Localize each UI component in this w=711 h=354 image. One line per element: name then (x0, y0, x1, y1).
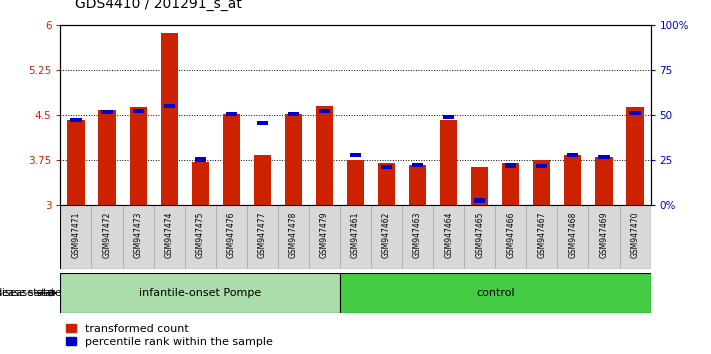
Bar (129, 107, 146, 205)
Bar (474, 198, 486, 202)
Text: GDS4410 / 201291_s_at: GDS4410 / 201291_s_at (75, 0, 242, 11)
Bar (225, 112, 237, 116)
Text: GSM947464: GSM947464 (444, 212, 453, 258)
Bar (68, 120, 85, 205)
Text: GSM947462: GSM947462 (382, 212, 391, 258)
Text: GSM947467: GSM947467 (538, 212, 546, 258)
Bar (567, 153, 579, 157)
Legend: transformed count, percentile rank within the sample: transformed count, percentile rank withi… (66, 324, 273, 347)
Text: GSM947479: GSM947479 (320, 212, 329, 258)
Bar (161, 33, 178, 205)
Bar (60, 273, 340, 313)
Text: GSM947473: GSM947473 (134, 212, 143, 258)
Bar (409, 165, 426, 205)
Bar (502, 162, 519, 205)
Text: control: control (476, 288, 515, 298)
Bar (433, 205, 464, 269)
Bar (526, 205, 557, 269)
Bar (536, 164, 547, 168)
Bar (185, 205, 215, 269)
Text: GSM947465: GSM947465 (475, 212, 484, 258)
Bar (288, 112, 299, 116)
Bar (371, 205, 402, 269)
Text: disease state: disease state (0, 288, 53, 298)
Text: GSM947471: GSM947471 (72, 212, 80, 258)
Bar (60, 205, 92, 269)
Text: infantile-onset Pompe: infantile-onset Pompe (139, 288, 262, 298)
Bar (257, 121, 268, 125)
Bar (215, 205, 247, 269)
Bar (506, 164, 516, 168)
Bar (285, 114, 302, 205)
Bar (319, 109, 330, 113)
Bar (309, 205, 340, 269)
Text: disease state: disease state (0, 288, 62, 298)
Bar (533, 160, 550, 205)
Bar (99, 110, 116, 205)
Bar (195, 158, 205, 162)
Text: GSM947466: GSM947466 (506, 212, 515, 258)
Text: GSM947470: GSM947470 (631, 212, 639, 258)
Text: GSM947477: GSM947477 (258, 212, 267, 258)
Bar (92, 205, 122, 269)
Bar (347, 160, 364, 205)
Bar (626, 107, 643, 205)
Bar (192, 162, 209, 205)
Bar (402, 205, 433, 269)
Text: GSM947475: GSM947475 (196, 212, 205, 258)
Bar (350, 153, 361, 157)
Bar (595, 156, 612, 205)
Text: GSM947478: GSM947478 (289, 212, 298, 258)
Bar (381, 165, 392, 169)
Bar (440, 120, 457, 205)
Bar (154, 205, 185, 269)
Text: GSM947472: GSM947472 (102, 212, 112, 258)
Bar (340, 205, 371, 269)
Bar (565, 155, 582, 205)
Bar (70, 118, 82, 122)
Bar (589, 205, 619, 269)
Bar (316, 106, 333, 205)
Bar (254, 155, 271, 205)
Bar (102, 110, 112, 114)
Bar (464, 205, 496, 269)
Bar (471, 167, 488, 205)
Bar (132, 109, 144, 113)
Bar (619, 205, 651, 269)
Bar (378, 163, 395, 205)
Text: GSM947461: GSM947461 (351, 212, 360, 258)
Bar (599, 155, 609, 159)
Text: GSM947474: GSM947474 (165, 212, 173, 258)
Text: GSM947476: GSM947476 (227, 212, 236, 258)
Text: GSM947468: GSM947468 (568, 212, 577, 258)
Text: GSM947469: GSM947469 (599, 212, 609, 258)
Bar (496, 205, 526, 269)
Bar (412, 163, 423, 167)
Bar (164, 104, 175, 108)
Bar (122, 205, 154, 269)
Bar (223, 114, 240, 205)
Text: GSM947463: GSM947463 (413, 212, 422, 258)
Bar (278, 205, 309, 269)
Bar (629, 110, 641, 115)
Bar (443, 115, 454, 119)
Bar (557, 205, 589, 269)
Bar (247, 205, 278, 269)
Bar (340, 273, 651, 313)
